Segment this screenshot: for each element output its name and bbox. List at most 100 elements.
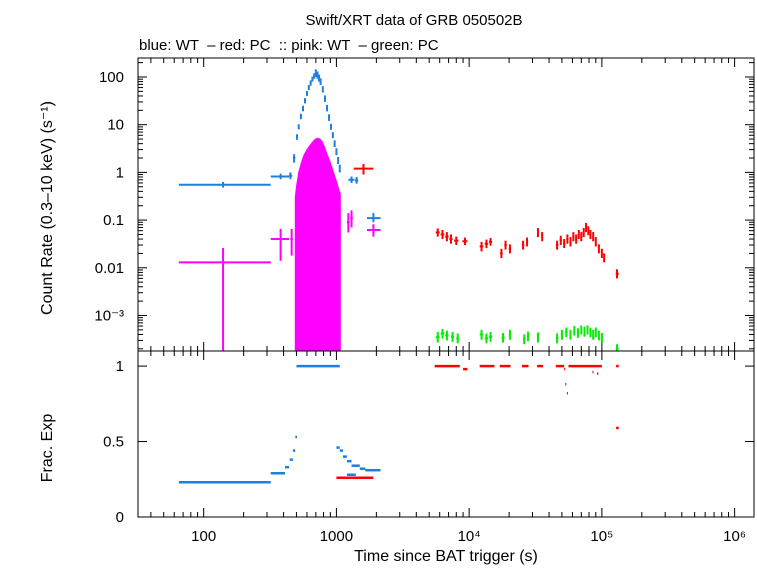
data-point <box>575 234 578 244</box>
x-tick-label: 10⁴ <box>458 528 481 545</box>
data-point <box>536 228 539 238</box>
data-point <box>566 234 569 244</box>
data-point <box>573 326 576 336</box>
data-point <box>316 71 319 79</box>
data-point <box>319 78 322 85</box>
top-y-tick-label: 100 <box>99 69 124 86</box>
data-point <box>589 229 592 240</box>
flare-fill-area <box>294 137 341 352</box>
exposure-series-1 <box>336 364 619 480</box>
data-point <box>337 157 340 164</box>
data-point <box>603 253 606 263</box>
top-y-tick-label: 0.01 <box>95 260 124 277</box>
data-point <box>484 333 489 344</box>
data-point <box>488 332 493 342</box>
chart-title: Swift/XRT data of GRB 050502B <box>305 12 522 29</box>
data-point <box>451 332 455 342</box>
data-point <box>309 80 312 86</box>
x-tick-label: 10⁶ <box>723 528 746 545</box>
data-point <box>580 232 583 242</box>
data-point <box>536 332 539 343</box>
data-point <box>318 74 321 82</box>
fractional-exposure-panel: 100 1000 10⁴ 10⁵ 10⁶ 0 0.5 1 <box>103 350 755 545</box>
data-point <box>270 229 290 261</box>
data-point <box>445 330 449 341</box>
data-point <box>289 172 293 180</box>
data-point <box>331 132 334 139</box>
data-point <box>367 213 381 223</box>
data-point <box>587 226 590 236</box>
data-point <box>501 332 505 343</box>
data-point <box>323 95 326 102</box>
x-tick-label: 100 <box>191 528 216 545</box>
data-point <box>297 124 300 130</box>
data-point <box>445 232 449 242</box>
top-y-tick-label: 10⁻³ <box>94 307 124 324</box>
count-rate-series-0 <box>178 69 381 223</box>
count-rate-series-2 <box>353 163 619 279</box>
data-point <box>600 332 603 343</box>
data-point <box>594 237 597 247</box>
data-point <box>338 164 341 173</box>
data-point <box>305 90 308 96</box>
chart-subtitle: blue: WT – red: PC :: pink: WT – green: … <box>139 37 439 54</box>
data-point <box>435 332 440 343</box>
data-point <box>597 244 600 254</box>
data-point <box>178 181 271 188</box>
data-point <box>307 84 310 91</box>
data-point <box>479 241 484 252</box>
data-point <box>454 236 459 246</box>
data-point <box>597 330 600 341</box>
data-point <box>326 104 329 112</box>
top-y-axis-label: Count Rate (0.3–10 keV) (s⁻¹) <box>39 101 56 315</box>
data-point <box>321 86 324 93</box>
count-rate-series-3 <box>435 325 619 351</box>
data-point <box>348 176 355 183</box>
top-y-tick-label: 1 <box>116 164 124 181</box>
data-point <box>462 237 468 246</box>
data-point <box>508 244 512 254</box>
bottom-plot-frame <box>137 350 755 518</box>
data-point <box>484 239 489 248</box>
data-point <box>583 326 586 337</box>
x-tick-label: 1000 <box>320 528 353 545</box>
data-point <box>449 234 453 244</box>
data-point <box>311 76 314 82</box>
data-point <box>565 327 568 338</box>
data-point <box>572 232 575 242</box>
data-point <box>329 123 332 130</box>
data-point <box>521 240 525 250</box>
data-point <box>504 240 507 250</box>
data-point <box>301 105 304 112</box>
bottom-y-tick-label: 0.5 <box>103 434 124 451</box>
data-point <box>354 177 359 184</box>
data-point <box>569 237 572 247</box>
data-point <box>555 240 559 250</box>
data-point <box>576 328 579 338</box>
data-point <box>435 228 440 237</box>
data-point <box>589 327 592 338</box>
data-point <box>333 140 336 148</box>
data-point <box>456 333 460 344</box>
data-point <box>440 229 445 240</box>
data-point <box>367 224 381 237</box>
data-point <box>304 98 307 104</box>
data-point <box>600 248 603 259</box>
data-point <box>525 237 529 247</box>
data-point <box>527 331 530 342</box>
top-y-tick-label: 10 <box>107 117 124 134</box>
data-point <box>560 329 564 340</box>
data-point <box>178 247 271 351</box>
data-point <box>292 154 296 163</box>
data-point <box>569 329 572 340</box>
data-point <box>559 235 562 246</box>
bottom-y-tick-label: 0 <box>116 509 124 526</box>
data-point <box>563 239 566 248</box>
data-point <box>353 163 374 175</box>
data-point <box>346 213 350 233</box>
data-point <box>290 229 293 256</box>
data-point <box>586 325 589 335</box>
data-point <box>615 269 619 279</box>
exposure-series-0 <box>178 364 381 484</box>
